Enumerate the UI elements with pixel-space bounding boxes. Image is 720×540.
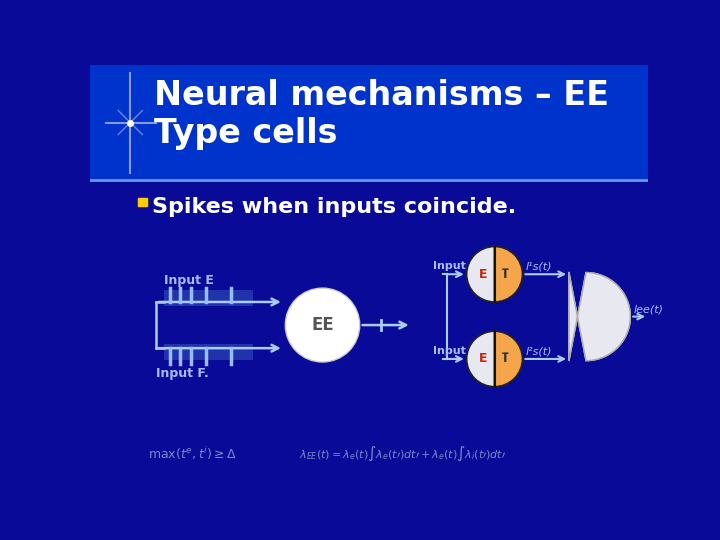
Text: Neural mechanisms – EE
Type cells: Neural mechanisms – EE Type cells: [153, 79, 608, 150]
Text: EE: EE: [311, 316, 334, 334]
Wedge shape: [467, 331, 495, 387]
Text: $\lambda_{EE}(t) = \lambda_e(t)\int\lambda_e(t\prime)dt\prime + \lambda_e(t)\int: $\lambda_{EE}(t) = \lambda_e(t)\int\lamb…: [300, 444, 506, 463]
Bar: [163, 291, 253, 306]
Text: Input 2: Input 2: [433, 346, 477, 356]
Text: E: E: [479, 353, 487, 366]
Text: I̅: I̅: [504, 268, 508, 281]
Text: Input E: Input E: [163, 274, 214, 287]
Text: I̅: I̅: [504, 353, 508, 366]
Polygon shape: [569, 273, 630, 361]
Bar: [138, 198, 147, 206]
Text: l¹s(t): l¹s(t): [526, 262, 552, 272]
Text: l²s(t): l²s(t): [526, 347, 552, 356]
Bar: [90, 65, 648, 180]
Bar: [163, 345, 253, 360]
Circle shape: [285, 288, 360, 362]
Wedge shape: [495, 247, 523, 302]
Text: Input F.: Input F.: [156, 367, 209, 380]
Text: lee(t): lee(t): [634, 304, 663, 314]
Wedge shape: [495, 331, 523, 387]
Wedge shape: [467, 247, 495, 302]
Text: E: E: [479, 268, 487, 281]
Text: $\mathrm{max}(t^e, t^i) \geq \Delta$: $\mathrm{max}(t^e, t^i) \geq \Delta$: [148, 445, 238, 462]
Text: Spikes when inputs coincide.: Spikes when inputs coincide.: [152, 197, 516, 217]
Text: Input 1: Input 1: [433, 261, 477, 271]
